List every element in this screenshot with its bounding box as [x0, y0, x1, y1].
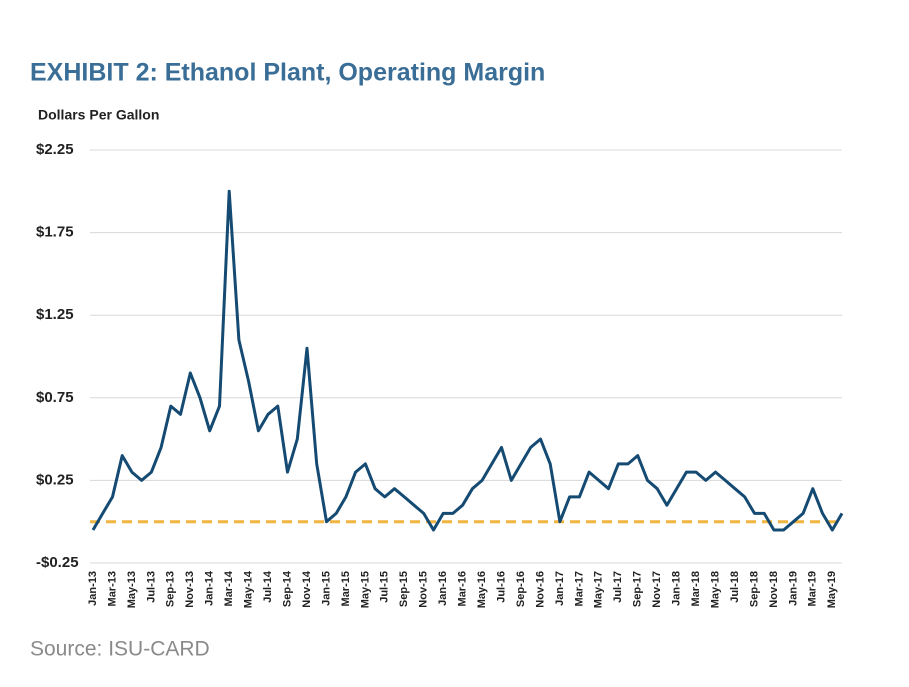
x-tick-label: Jan-17	[554, 571, 566, 606]
x-tick-label: May-19	[826, 571, 838, 608]
x-tick-label: Mar-18	[690, 571, 702, 606]
data-line	[91, 189, 844, 532]
y-tick-label: $0.75	[36, 389, 74, 406]
y-axis-label: Dollars Per Gallon	[38, 107, 159, 123]
x-tick-label: Nov-17	[651, 571, 663, 608]
y-tick-label: -$0.25	[36, 554, 79, 571]
x-tick-label: Jan-15	[320, 571, 332, 606]
x-tick-label: Jul-14	[262, 570, 274, 603]
x-tick-label: May-16	[476, 571, 488, 608]
x-tick-label: Jul-13	[145, 571, 157, 603]
chart-title: EXHIBIT 2: Ethanol Plant, Operating Marg…	[30, 59, 545, 87]
x-tick-label: May-13	[126, 571, 138, 608]
x-tick-label: Jan-19	[787, 571, 799, 606]
x-tick-label: May-18	[709, 571, 721, 608]
x-tick-label: Jan-13	[87, 571, 99, 606]
y-tick-label: $0.25	[36, 471, 74, 488]
x-tick-label: Mar-19	[807, 571, 819, 606]
x-tick-label: Jul-15	[379, 571, 391, 603]
x-tick-label: Mar-17	[573, 571, 585, 606]
x-tick-label: Jan-18	[671, 571, 683, 606]
x-tick-label: Sep-14	[281, 570, 293, 607]
x-tick-label: Nov-13	[184, 571, 196, 608]
x-tick-label: Sep-17	[632, 571, 644, 607]
x-tick-label: Sep-18	[748, 571, 760, 607]
x-tick-label: Sep-15	[398, 571, 410, 607]
x-tick-label: Jan-14	[204, 570, 216, 606]
x-tick-label: Jul-18	[729, 571, 741, 603]
x-tick-label: Jul-17	[612, 571, 624, 603]
x-tick-label: Mar-16	[457, 571, 469, 606]
x-tick-label: Sep-16	[515, 571, 527, 607]
y-tick-label: $1.25	[36, 306, 74, 323]
x-tick-label: Jan-16	[437, 571, 449, 606]
y-tick-label: $1.75	[36, 224, 74, 241]
x-tick-label: May-15	[359, 571, 371, 608]
x-tick-label: Mar-13	[106, 571, 118, 606]
x-tick-label: May-14	[243, 570, 255, 608]
x-tick-label: Mar-15	[340, 571, 352, 606]
source: Source: ISU-CARD	[30, 638, 210, 661]
x-tick-label: Mar-14	[223, 570, 235, 606]
y-tick-label: $2.25	[36, 141, 74, 158]
x-tick-label: Jul-16	[495, 571, 507, 603]
x-tick-label: Nov-14	[301, 570, 313, 608]
x-tick-label: Nov-16	[534, 571, 546, 608]
x-tick-label: May-17	[593, 571, 605, 608]
x-tick-label: Sep-13	[165, 571, 177, 607]
x-tick-label: Nov-18	[768, 571, 780, 608]
x-tick-label: Nov-15	[418, 571, 430, 608]
